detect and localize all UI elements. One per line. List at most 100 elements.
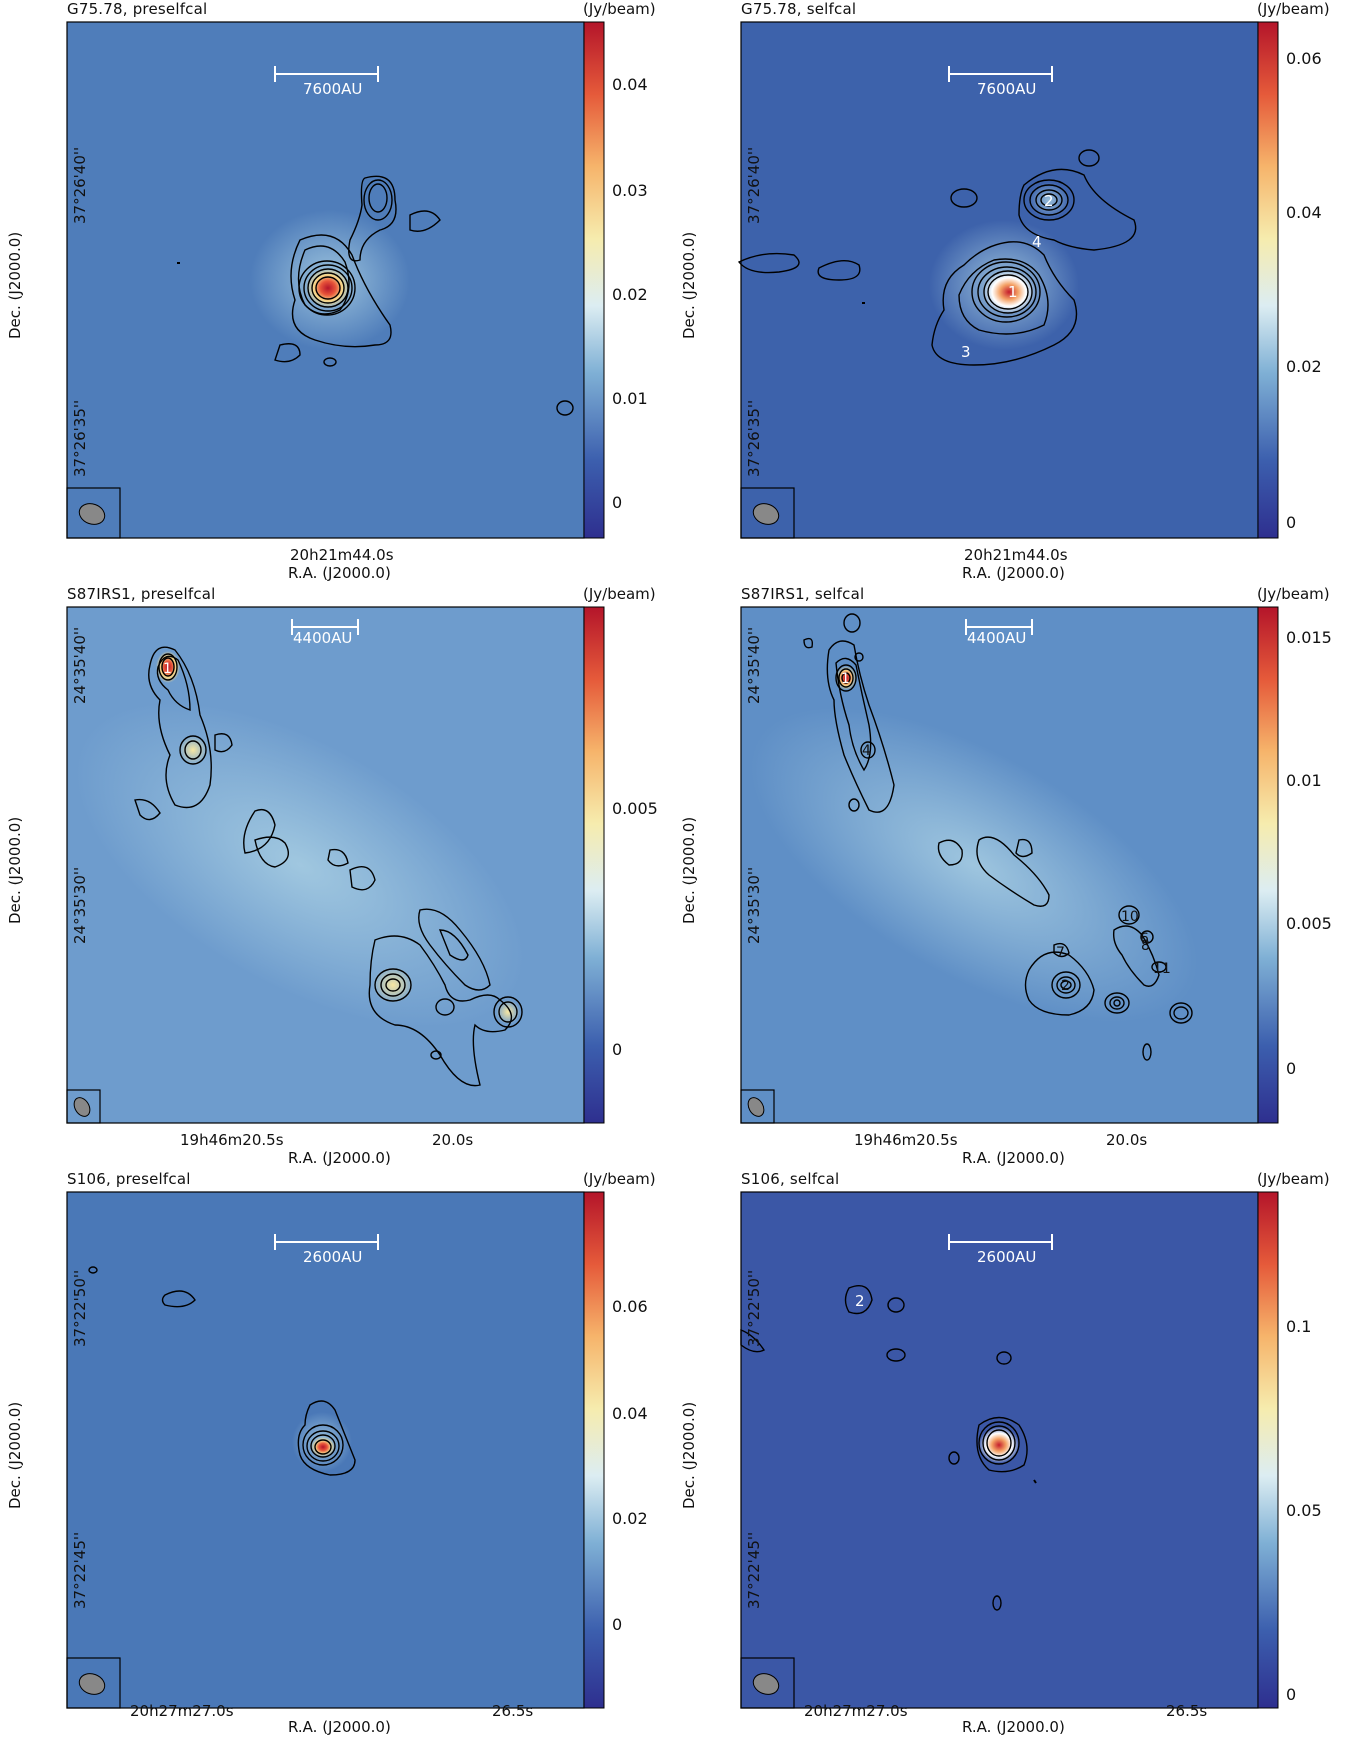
svg-text:10: 10 <box>1121 909 1139 925</box>
scalebar-label: 4400AU <box>967 629 1027 647</box>
map-image: 1 2 4 6 7 8 10 11 0.015 0.01 0.005 0 <box>740 606 1332 1124</box>
svg-text:0.02: 0.02 <box>612 1509 648 1528</box>
svg-text:0.005: 0.005 <box>1286 914 1332 933</box>
scale-bar <box>274 66 379 82</box>
svg-text:1: 1 <box>841 671 850 687</box>
colorbar-unit: (Jy/beam) <box>1257 0 1330 18</box>
panel-title: S106, preselfcal <box>67 1170 191 1188</box>
svg-text:0.04: 0.04 <box>612 1404 648 1423</box>
scalebar-label: 4400AU <box>293 629 353 647</box>
ra-tick: 26.5s <box>492 1702 534 1720</box>
dec-tick: 37°22'50'' <box>745 1269 763 1347</box>
ra-tick: 20h27m27.0s <box>130 1702 234 1720</box>
scale-bar <box>291 619 359 635</box>
panel-title: S106, selfcal <box>741 1170 840 1188</box>
ra-axis-label: R.A. (J2000.0) <box>288 564 391 582</box>
svg-text:0: 0 <box>612 493 622 512</box>
source-labels: 2 <box>855 1292 865 1310</box>
colorbar-ticks: 0.06 0.04 0.02 0 <box>1286 49 1322 532</box>
colorbar-ticks: 0.06 0.04 0.02 0 <box>612 1297 648 1634</box>
ra-tick: 19h46m20.5s <box>180 1131 284 1149</box>
svg-text:4: 4 <box>1032 233 1042 251</box>
ra-axis-label: R.A. (J2000.0) <box>962 1718 1065 1736</box>
svg-text:0: 0 <box>1286 1685 1296 1704</box>
dec-axis-label: Dec. (J2000.0) <box>6 816 24 924</box>
contours <box>88 1266 356 1476</box>
ra-axis-label: R.A. (J2000.0) <box>288 1718 391 1736</box>
panel-g75-preselfcal: G75.78, preselfcal (Jy/beam) <box>0 0 660 582</box>
contours <box>737 149 1137 366</box>
ra-tick: 20h21m44.0s <box>964 546 1068 564</box>
scale-bar <box>274 1234 379 1250</box>
panel-title: G75.78, selfcal <box>741 0 857 18</box>
contours <box>740 1285 1028 1611</box>
colorbar-unit: (Jy/beam) <box>1257 585 1330 603</box>
colorbar-unit: (Jy/beam) <box>1257 1170 1330 1188</box>
svg-text:11: 11 <box>1153 961 1171 977</box>
scale-bar <box>965 619 1033 635</box>
panel-g75-selfcal: G75.78, selfcal (Jy/beam) 1 2 3 <box>674 0 1334 582</box>
svg-text:2: 2 <box>1061 978 1070 994</box>
svg-text:0.01: 0.01 <box>1286 771 1322 790</box>
dec-tick: 24°35'40'' <box>71 626 89 704</box>
svg-text:0.1: 0.1 <box>1286 1317 1311 1336</box>
svg-text:0.005: 0.005 <box>612 799 658 818</box>
svg-text:0.06: 0.06 <box>612 1297 648 1316</box>
svg-text:1: 1 <box>163 661 172 677</box>
svg-text:0.04: 0.04 <box>612 75 648 94</box>
contours <box>274 175 574 416</box>
panel-title: S87IRS1, selfcal <box>741 585 865 603</box>
dec-tick: 37°22'50'' <box>71 1269 89 1347</box>
map-image: 0.04 0.03 0.02 0.01 0 <box>66 21 648 539</box>
svg-text:0: 0 <box>612 1615 622 1634</box>
ra-tick: 20h27m27.0s <box>804 1702 908 1720</box>
svg-text:0.05: 0.05 <box>1286 1501 1322 1520</box>
colorbar-ticks: 0.015 0.01 0.005 0 <box>1286 628 1332 1078</box>
svg-text:0.04: 0.04 <box>1286 203 1322 222</box>
map-image: 1 0.005 0 <box>66 606 658 1124</box>
svg-text:1: 1 <box>1008 283 1018 301</box>
panel-title: S87IRS1, preselfcal <box>67 585 216 603</box>
ra-tick: 20.0s <box>432 1131 474 1149</box>
svg-text:2: 2 <box>855 1292 865 1310</box>
source-labels: 1 2 3 4 <box>961 192 1054 361</box>
svg-text:7: 7 <box>1056 945 1065 961</box>
dec-tick: 37°26'40'' <box>71 146 89 224</box>
scalebar-label: 2600AU <box>977 1248 1037 1266</box>
contours <box>803 613 1193 1061</box>
colorbar-ticks: 0.1 0.05 0 <box>1286 1317 1322 1704</box>
scale-bar <box>948 66 1053 82</box>
dec-tick: 24°35'30'' <box>71 866 89 944</box>
ra-axis-label: R.A. (J2000.0) <box>288 1149 391 1167</box>
panel-s87-preselfcal: S87IRS1, preselfcal (Jy/beam) <box>0 585 660 1167</box>
ra-axis-label: R.A. (J2000.0) <box>962 564 1065 582</box>
scale-bar <box>948 1234 1053 1250</box>
svg-text:0: 0 <box>612 1040 622 1059</box>
svg-text:3: 3 <box>961 343 971 361</box>
svg-text:0.015: 0.015 <box>1286 628 1332 647</box>
colorbar-unit: (Jy/beam) <box>583 585 656 603</box>
colorbar-unit: (Jy/beam) <box>583 0 656 18</box>
source-labels: 1 2 4 6 7 8 10 11 <box>841 671 1171 994</box>
ra-tick: 20.0s <box>1106 1131 1148 1149</box>
svg-text:0: 0 <box>1286 513 1296 532</box>
map-image: 0.06 0.04 0.02 0 <box>66 1191 648 1709</box>
dec-axis-label: Dec. (J2000.0) <box>6 1401 24 1509</box>
dec-tick: 37°26'40'' <box>745 146 763 224</box>
contours <box>134 646 523 1087</box>
dec-tick: 24°35'30'' <box>745 866 763 944</box>
dec-tick: 37°26'35'' <box>745 399 763 477</box>
dec-tick: 37°22'45'' <box>71 1531 89 1609</box>
svg-text:2: 2 <box>1044 192 1054 210</box>
svg-text:8: 8 <box>1141 938 1150 954</box>
panel-s106-selfcal: S106, selfcal (Jy/beam) 2 0.1 <box>674 1170 1334 1748</box>
svg-text:0.03: 0.03 <box>612 181 648 200</box>
ra-tick: 19h46m20.5s <box>854 1131 958 1149</box>
colorbar-ticks: 0.04 0.03 0.02 0.01 0 <box>612 75 648 512</box>
colorbar-unit: (Jy/beam) <box>583 1170 656 1188</box>
ra-axis-label: R.A. (J2000.0) <box>962 1149 1065 1167</box>
svg-text:0.06: 0.06 <box>1286 49 1322 68</box>
svg-text:0: 0 <box>1286 1059 1296 1078</box>
panel-title: G75.78, preselfcal <box>67 0 208 18</box>
ra-tick: 20h21m44.0s <box>290 546 394 564</box>
